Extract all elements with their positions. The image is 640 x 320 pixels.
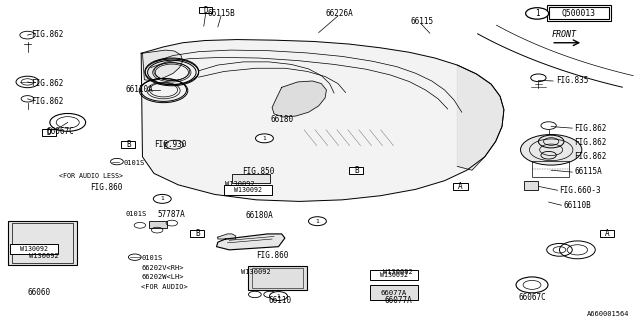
Text: FIG.660-3: FIG.660-3 — [559, 186, 601, 195]
Text: W130092: W130092 — [20, 246, 48, 252]
Text: 66077A: 66077A — [384, 296, 412, 305]
Polygon shape — [143, 50, 182, 81]
Text: FIG.862: FIG.862 — [31, 30, 64, 39]
Text: 66110: 66110 — [269, 296, 292, 305]
Polygon shape — [458, 65, 504, 170]
Bar — [8, 220, 77, 265]
Text: FIG.862: FIG.862 — [574, 152, 607, 161]
Bar — [547, 5, 611, 21]
Circle shape — [525, 8, 548, 19]
Text: 1: 1 — [262, 136, 266, 141]
Circle shape — [269, 292, 287, 300]
Text: 66110A: 66110A — [125, 85, 153, 94]
Bar — [252, 268, 303, 288]
Text: FIG.862: FIG.862 — [574, 124, 607, 132]
Circle shape — [255, 134, 273, 143]
Text: D: D — [46, 128, 51, 137]
Polygon shape — [218, 234, 236, 239]
Text: B: B — [195, 229, 200, 238]
Bar — [370, 285, 418, 300]
Text: FIG.862: FIG.862 — [31, 79, 64, 88]
Text: 66060: 66060 — [28, 288, 51, 297]
Text: 1: 1 — [276, 293, 280, 299]
Bar — [224, 185, 272, 195]
Text: 66110B: 66110B — [564, 201, 592, 210]
Bar — [349, 167, 364, 174]
Text: 66077A: 66077A — [381, 290, 407, 296]
Bar — [122, 140, 136, 148]
Text: 1: 1 — [535, 9, 540, 18]
Bar — [149, 221, 167, 228]
Text: <FOR AUDIO LESS>: <FOR AUDIO LESS> — [60, 173, 124, 179]
Text: <FOR AUDIO>: <FOR AUDIO> — [141, 284, 188, 290]
Text: A660001564: A660001564 — [588, 311, 630, 316]
Text: Q500013: Q500013 — [561, 9, 596, 18]
Bar — [370, 270, 418, 280]
Bar — [524, 181, 538, 190]
Text: 66180: 66180 — [270, 115, 293, 124]
Text: FIG.850: FIG.850 — [242, 167, 275, 176]
Text: A: A — [458, 182, 463, 191]
Circle shape — [308, 217, 326, 226]
Bar — [12, 223, 73, 263]
Text: W130092: W130092 — [383, 269, 413, 275]
Circle shape — [154, 195, 172, 203]
Text: FRONT: FRONT — [552, 30, 577, 39]
Text: 66115: 66115 — [411, 17, 434, 26]
Bar — [548, 7, 609, 19]
Text: 1: 1 — [161, 196, 164, 201]
Bar — [532, 161, 569, 177]
Text: FIG.930: FIG.930 — [154, 140, 186, 149]
Text: 66067C: 66067C — [518, 293, 546, 302]
Text: 0101S: 0101S — [124, 160, 145, 166]
Text: FIG.835: FIG.835 — [556, 76, 589, 85]
Text: FIG.860: FIG.860 — [90, 183, 122, 192]
Polygon shape — [272, 81, 326, 117]
Bar — [10, 244, 58, 254]
Bar — [232, 174, 270, 183]
Text: 66115A: 66115A — [574, 167, 602, 176]
Polygon shape — [216, 234, 285, 250]
Bar — [248, 266, 307, 290]
Text: FIG.860: FIG.860 — [256, 251, 289, 260]
Bar — [454, 183, 467, 190]
Text: B: B — [126, 140, 131, 148]
Bar — [600, 230, 614, 237]
Text: 57787A: 57787A — [158, 210, 186, 219]
Bar — [199, 7, 212, 13]
Text: 66202V<RH>: 66202V<RH> — [141, 265, 184, 271]
Text: FIG.862: FIG.862 — [31, 97, 64, 106]
Text: W130092: W130092 — [241, 269, 271, 275]
Text: 0101S: 0101S — [125, 211, 147, 217]
Text: 66202W<LH>: 66202W<LH> — [141, 274, 184, 280]
Text: 66226A: 66226A — [325, 9, 353, 18]
Text: W130092: W130092 — [234, 187, 262, 193]
Text: FIG.862: FIG.862 — [574, 138, 607, 147]
Text: W130092: W130092 — [380, 272, 408, 278]
Text: W130092: W130092 — [225, 181, 255, 187]
Text: D: D — [204, 6, 208, 15]
Bar — [190, 230, 204, 237]
Bar — [42, 129, 56, 136]
Text: 66067C: 66067C — [47, 127, 74, 136]
Circle shape — [520, 134, 582, 165]
Text: B: B — [354, 166, 358, 175]
Text: 1: 1 — [316, 219, 319, 224]
Text: A: A — [605, 229, 610, 238]
Text: 66180A: 66180A — [246, 211, 273, 220]
Text: 66115B: 66115B — [207, 9, 235, 18]
Polygon shape — [141, 40, 504, 201]
Text: 0101S: 0101S — [141, 255, 163, 261]
Text: W130092: W130092 — [29, 252, 59, 259]
